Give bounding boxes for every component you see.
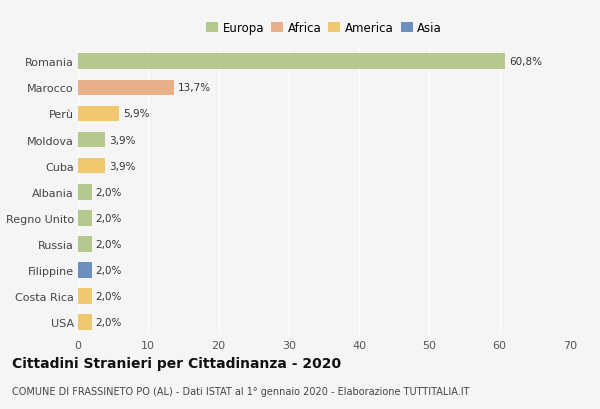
Text: 5,9%: 5,9% (123, 109, 149, 119)
Text: 3,9%: 3,9% (109, 135, 136, 145)
Bar (78, 211, 92, 226)
Text: 2,0%: 2,0% (95, 187, 122, 197)
Text: 2,0%: 2,0% (95, 291, 122, 301)
Text: 2,0%: 2,0% (95, 239, 122, 249)
Bar (78, 236, 92, 252)
Bar (78, 288, 92, 304)
Bar (78, 80, 174, 96)
Bar (78, 184, 92, 200)
Text: 2,0%: 2,0% (95, 265, 122, 275)
Text: 2,0%: 2,0% (95, 317, 122, 327)
Bar (78, 133, 106, 148)
Bar (78, 106, 119, 122)
Bar (78, 263, 92, 278)
Text: 2,0%: 2,0% (95, 213, 122, 223)
Text: 13,7%: 13,7% (178, 83, 211, 93)
Text: 60,8%: 60,8% (509, 57, 542, 67)
Bar (78, 158, 106, 174)
Legend: Europa, Africa, America, Asia: Europa, Africa, America, Asia (203, 20, 445, 38)
Bar (78, 54, 505, 70)
Text: COMUNE DI FRASSINETO PO (AL) - Dati ISTAT al 1° gennaio 2020 - Elaborazione TUTT: COMUNE DI FRASSINETO PO (AL) - Dati ISTA… (12, 387, 470, 396)
Text: 3,9%: 3,9% (109, 161, 136, 171)
Text: Cittadini Stranieri per Cittadinanza - 2020: Cittadini Stranieri per Cittadinanza - 2… (12, 356, 341, 370)
Bar (78, 315, 92, 330)
